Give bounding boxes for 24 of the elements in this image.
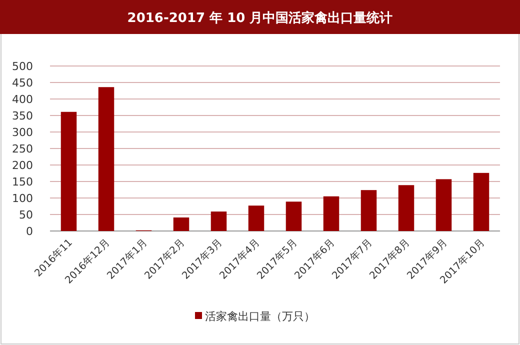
y-tick-label: 0 (26, 225, 33, 238)
bar (473, 172, 490, 231)
y-tick-label: 150 (12, 176, 33, 188)
bar (436, 179, 452, 231)
y-tick-label: 400 (12, 93, 33, 106)
y-tick-label: 250 (12, 142, 33, 156)
chart-title: 2016-2017 年 10 月中国活家禽出口量统计 (127, 10, 393, 26)
bar (398, 185, 414, 231)
y-tick-label: 500 (12, 60, 33, 73)
legend-label: 活家禽出口量（万只） (205, 310, 315, 323)
bar (286, 202, 302, 231)
y-tick-label: 450 (12, 76, 33, 90)
bar (323, 196, 340, 231)
y-tick-label: 300 (12, 126, 33, 139)
bar (173, 217, 190, 231)
y-tick-label: 200 (12, 159, 33, 172)
bar (360, 190, 377, 231)
y-tick-label: 50 (19, 208, 33, 222)
bar (248, 206, 264, 231)
bar (60, 112, 77, 231)
y-tick-label: 350 (12, 110, 33, 122)
bar (98, 87, 114, 231)
bar (210, 212, 227, 231)
y-tick-label: 100 (12, 192, 33, 205)
